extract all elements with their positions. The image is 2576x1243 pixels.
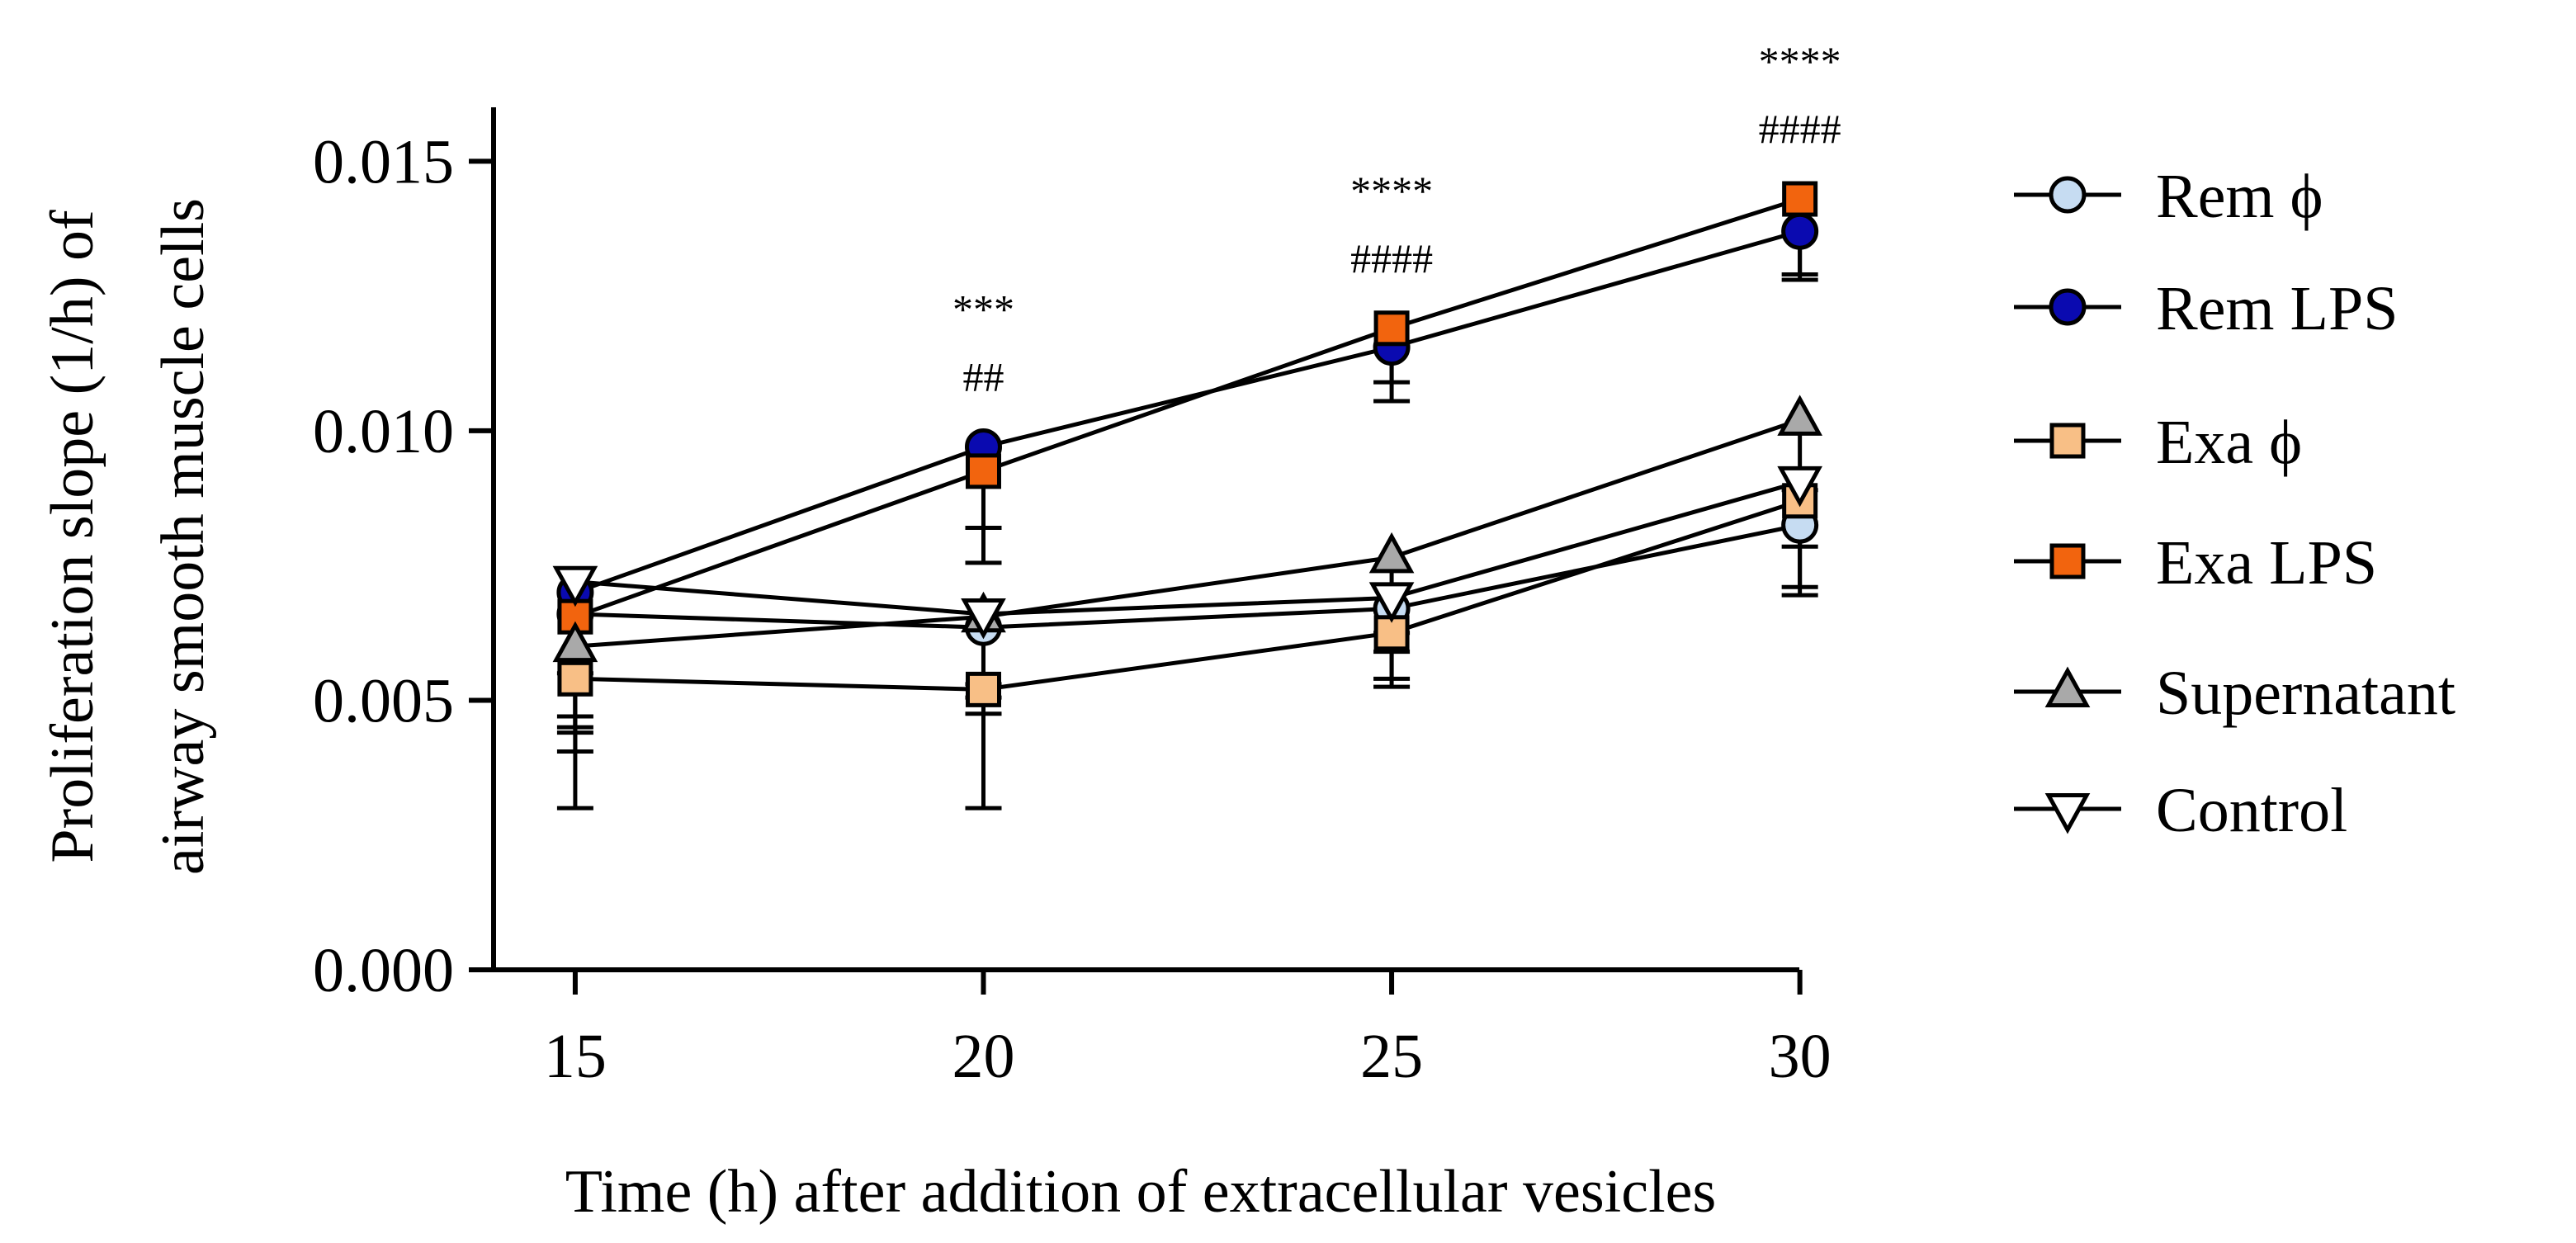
series-line-rem <box>574 522 1801 630</box>
legend-marker <box>2049 423 2086 459</box>
y-axis-title: Proliferation slope (1/h) of airway smoo… <box>39 198 217 875</box>
series-markers <box>552 181 1822 707</box>
data-point-control <box>1368 582 1415 623</box>
annotation-hashes: ## <box>962 353 1004 399</box>
y-tick-label: 0.005 <box>313 666 454 735</box>
legend-label: Exa ϕ <box>2156 408 2302 477</box>
data-point-exa <box>965 671 1001 707</box>
data-point-exa-lps <box>965 453 1001 489</box>
legend-label: Control <box>2156 776 2347 845</box>
series-line-rem-lps <box>574 229 1801 595</box>
legend-marker <box>2049 288 2087 326</box>
legend-marker <box>2049 176 2087 214</box>
y-axis-title-line1: Proliferation slope (1/h) of <box>39 210 106 863</box>
annotation-stars: *** <box>952 286 1014 332</box>
legend-marker <box>2049 543 2086 579</box>
data-point-supernatant <box>1368 532 1415 574</box>
legend-marker <box>2044 793 2091 834</box>
y-tick-label: 0.000 <box>313 936 454 1005</box>
legend-item-rem-lps: Rem LPS <box>2014 274 2399 343</box>
series-layer <box>552 181 1822 811</box>
legend: Rem ϕ Rem LPS Exa ϕ Exa LPS Supernatant Contr… <box>2014 162 2455 845</box>
legend-label: Exa LPS <box>2156 528 2377 598</box>
legend-item-control: Control <box>2014 776 2347 845</box>
data-point-rem-lps <box>1781 212 1819 250</box>
series-line-exa-lps <box>574 196 1801 619</box>
y-axis-title-line2: airway smooth muscle cells <box>149 198 217 875</box>
annotation-hashes: #### <box>1759 106 1841 152</box>
error-bars <box>556 199 1818 811</box>
x-tick-label: 20 <box>952 1022 1014 1091</box>
legend-marker <box>2044 666 2091 707</box>
data-point-exa-lps <box>1373 310 1410 347</box>
series-line-control <box>574 480 1801 617</box>
legend-item-exa: Exa ϕ <box>2014 408 2302 477</box>
data-point-supernatant <box>1777 395 1822 436</box>
data-point-control <box>552 565 598 607</box>
significance-annotations: *** ## **** #### **** #### <box>952 38 1841 399</box>
series-lines <box>574 196 1801 692</box>
legend-item-rem: Rem ϕ <box>2014 162 2323 231</box>
data-point-control <box>961 598 1006 640</box>
x-tick-label: 15 <box>544 1022 607 1091</box>
data-point-supernatant <box>552 621 598 663</box>
x-axis-title: Time (h) after addition of extracellular… <box>565 1158 1717 1226</box>
legend-label: Supernatant <box>2156 659 2455 728</box>
axes: 0.000 0.005 0.010 0.015 15 20 25 30 <box>313 107 1832 1091</box>
y-tick-label: 0.010 <box>313 397 454 466</box>
data-point-exa-lps <box>1782 181 1818 217</box>
legend-item-exa-lps: Exa LPS <box>2014 528 2377 598</box>
annotation-stars: **** <box>1350 168 1433 214</box>
data-point-exa <box>557 660 593 697</box>
annotation-hashes: #### <box>1350 235 1433 281</box>
data-point-control <box>1777 466 1822 508</box>
y-tick-label: 0.015 <box>313 127 454 196</box>
annotation-stars: **** <box>1759 38 1841 84</box>
series-line-exa <box>574 499 1801 692</box>
series-line-supernatant <box>574 418 1801 649</box>
x-tick-label: 25 <box>1360 1022 1423 1091</box>
legend-label: Rem ϕ <box>2156 162 2323 231</box>
legend-item-supernatant: Supernatant <box>2014 659 2455 728</box>
x-tick-label: 30 <box>1769 1022 1832 1091</box>
legend-label: Rem LPS <box>2156 274 2399 343</box>
